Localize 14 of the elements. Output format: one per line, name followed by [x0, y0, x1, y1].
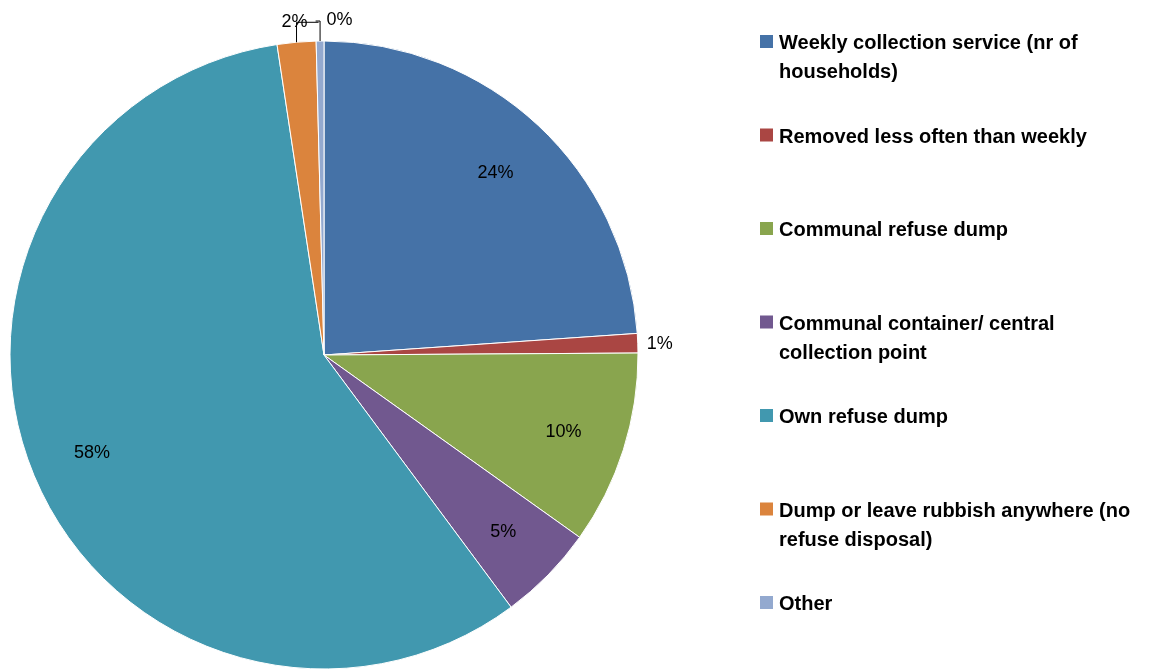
data-label: 10% — [545, 421, 582, 442]
data-label: 2% — [281, 10, 308, 31]
data-label: 24% — [477, 161, 514, 182]
legend-label: Weekly collection service (nr of households) — [779, 31, 1078, 82]
legend-label: Other — [779, 592, 833, 614]
legend-label: Own refuse dump — [779, 405, 948, 427]
data-label: 5% — [490, 521, 517, 542]
legend-label: Communal refuse dump — [779, 218, 1008, 240]
legend-label: Dump or leave rubbish anywhere (no refuse disposal) — [779, 498, 1131, 550]
data-label: 58% — [74, 441, 111, 462]
data-label: 1% — [646, 332, 673, 353]
legend-label: Removed less often than weekly — [779, 124, 1088, 147]
legend-label: Communal container/ central collection point — [779, 311, 1055, 363]
data-label: 0% — [326, 9, 353, 30]
